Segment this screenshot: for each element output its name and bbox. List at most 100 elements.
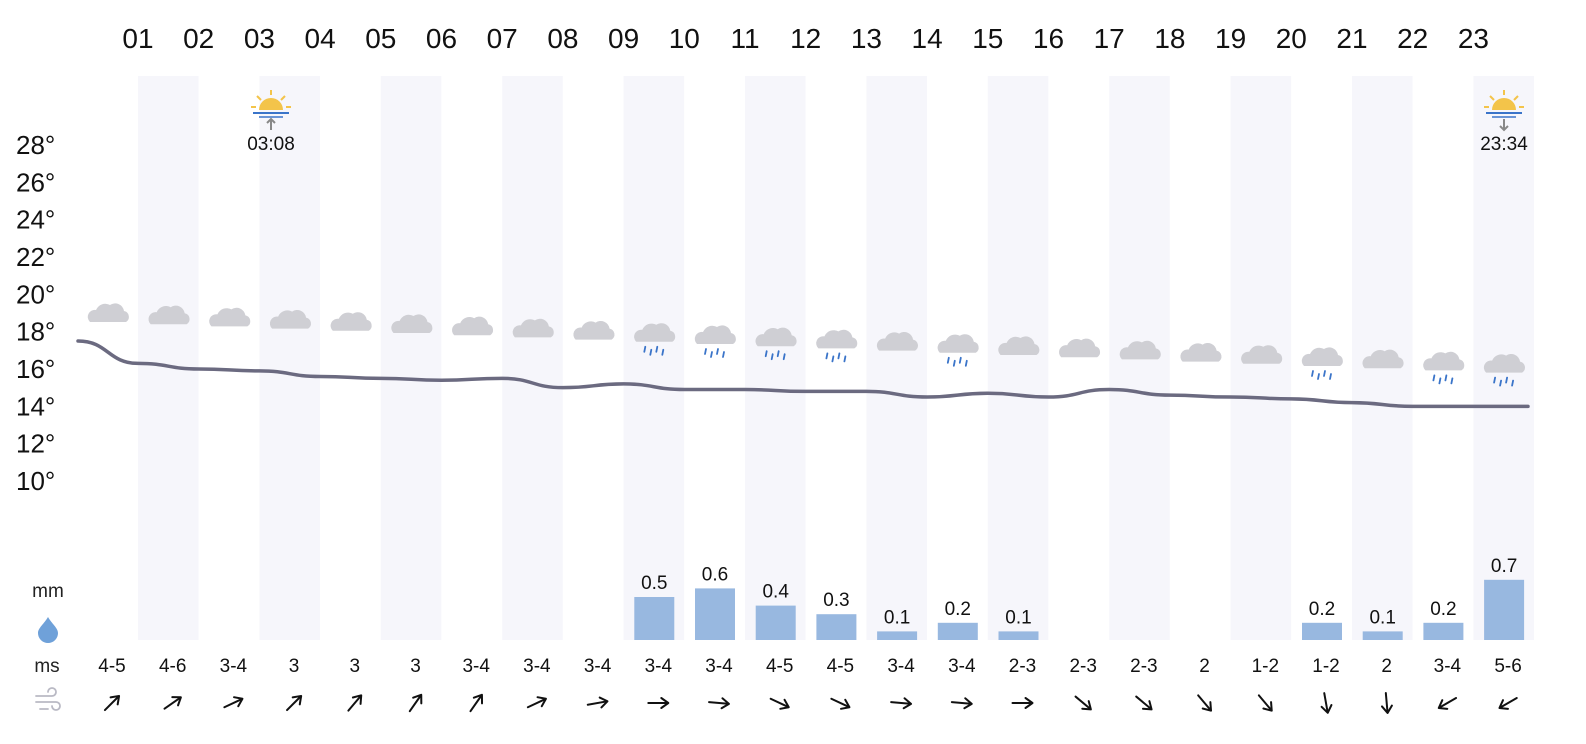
wind-arrow-icon: [526, 696, 547, 709]
wind-arrow-icon: [286, 694, 303, 712]
weather-icons: [87, 303, 1525, 387]
wind-speed: 3: [410, 656, 421, 677]
hour-label: 20: [1276, 23, 1307, 54]
wind-arrow-icon: [708, 697, 730, 710]
sunrise-icon: [251, 90, 291, 130]
cloud-icon: [512, 318, 554, 338]
wind-arrow-icon: [586, 696, 609, 709]
wind-arrow-icon: [1380, 692, 1393, 714]
temperature-tick: 28°: [16, 130, 55, 160]
wind-arrow-icon: [1437, 697, 1458, 710]
wind-speed: 3-4: [705, 656, 733, 677]
wind-speed: 3: [289, 656, 300, 677]
wind-arrow-icon: [647, 697, 670, 709]
cloud-rain-icon: [634, 323, 676, 356]
temperature-tick: 18°: [16, 317, 55, 347]
wind-arrow-icon: [1197, 694, 1213, 712]
cloud-icon: [269, 310, 311, 329]
hour-label: 04: [305, 23, 336, 54]
wind-speed: 3-4: [948, 656, 976, 677]
wind-speed: 2: [1199, 656, 1210, 677]
cloud-rain-icon: [694, 325, 736, 358]
hour-label: 21: [1336, 23, 1367, 54]
precipitation-bar: [634, 597, 675, 640]
wind-speed: 3-4: [887, 656, 915, 677]
precipitation-bar: [755, 605, 796, 640]
hour-stripes: [138, 76, 1534, 640]
wind-arrow-icon: [1257, 694, 1273, 712]
precipitation-bar: [1302, 622, 1342, 640]
hour-label: 17: [1094, 23, 1125, 54]
hour-label: 05: [365, 23, 396, 54]
temperature-tick: 26°: [16, 167, 55, 197]
precipitation-value: 0.2: [1430, 599, 1456, 620]
wind-speed: 3-4: [1434, 656, 1462, 677]
temperature-tick: 14°: [16, 391, 55, 421]
precipitation-bar: [937, 622, 978, 640]
precipitation-value: 0.3: [823, 590, 849, 611]
temperature-line: [76, 339, 1530, 409]
hour-stripe: [866, 76, 927, 640]
hour-label: 18: [1154, 23, 1185, 54]
wind-speed: 4-5: [766, 656, 793, 677]
cloud-icon: [1058, 338, 1101, 358]
cloud-icon: [998, 336, 1040, 355]
temperature-tick: 12°: [16, 429, 55, 459]
hour-stripe: [502, 76, 563, 640]
hour-label: 07: [487, 23, 518, 54]
wind-speed: 2-3: [1069, 656, 1096, 677]
hour-label: 02: [183, 23, 214, 54]
wind-arrow-icon: [1498, 697, 1518, 710]
cloud-icon: [1362, 349, 1404, 369]
cloud-icon: [330, 312, 372, 331]
wind-arrow-icon: [830, 697, 851, 710]
precipitation-value: 0.5: [641, 573, 667, 594]
temperature-tick: 10°: [16, 466, 55, 496]
wind-arrow-icon: [1074, 695, 1092, 711]
wind-speed: 3: [350, 656, 361, 677]
sunset-time: 23:34: [1480, 134, 1528, 155]
wind-arrow-icon: [890, 697, 913, 710]
cloud-rain-icon: [937, 334, 979, 367]
wind-speed: 2-3: [1009, 656, 1036, 677]
cloud-rain-icon: [1423, 351, 1465, 385]
cloud-rain-icon: [755, 327, 797, 361]
precipitation-value: 0.1: [1005, 607, 1031, 628]
wind-arrow-icon: [469, 693, 484, 713]
precipitation-value: 0.7: [1491, 556, 1517, 577]
wind-arrow-icon: [1320, 692, 1333, 714]
sunset-marker: 23:34: [1480, 90, 1528, 155]
hour-label: 11: [730, 23, 759, 54]
precipitation-value: 0.4: [762, 582, 789, 603]
hour-label: 23: [1458, 23, 1489, 54]
wind-arrow-icon: [1011, 697, 1034, 709]
precipitation-value: 0.1: [884, 607, 910, 628]
wind-arrow-icon: [408, 693, 423, 713]
wind-row: 4-5 4-6 3-4 3 3 3 3-4 3-4 3-4 3-4 3-4 4-5 4-5 3-4 3-4 2…: [98, 656, 1522, 714]
precipitation-bar: [877, 631, 918, 640]
hour-label: 06: [426, 23, 457, 54]
wind-speed: 3-4: [523, 656, 551, 677]
hour-stripe: [987, 76, 1049, 640]
wind-arrow-icon: [163, 696, 182, 710]
temperature-tick: 16°: [16, 354, 55, 384]
hour-label: 22: [1397, 23, 1428, 54]
hour-label: 16: [1033, 23, 1064, 54]
wind-arrow-icon: [769, 697, 790, 710]
wind-unit: ms: [34, 656, 59, 677]
hour-stripe: [259, 76, 320, 640]
cloud-icon: [87, 303, 129, 322]
hour-stripe: [623, 76, 685, 640]
cloud-icon: [1180, 343, 1222, 362]
water-drop-icon: [38, 617, 58, 643]
precipitation-value: 0.2: [1309, 599, 1335, 620]
cloud-icon: [573, 321, 615, 340]
wind-speed: 3-4: [462, 656, 490, 677]
precipitation-bar: [1423, 622, 1464, 640]
wind-speed: 1-2: [1312, 656, 1339, 677]
wind-arrow-icon: [223, 696, 244, 709]
wind-icon: [35, 687, 61, 711]
wind-speed: 4-6: [159, 656, 186, 677]
hour-label: 08: [547, 23, 578, 54]
